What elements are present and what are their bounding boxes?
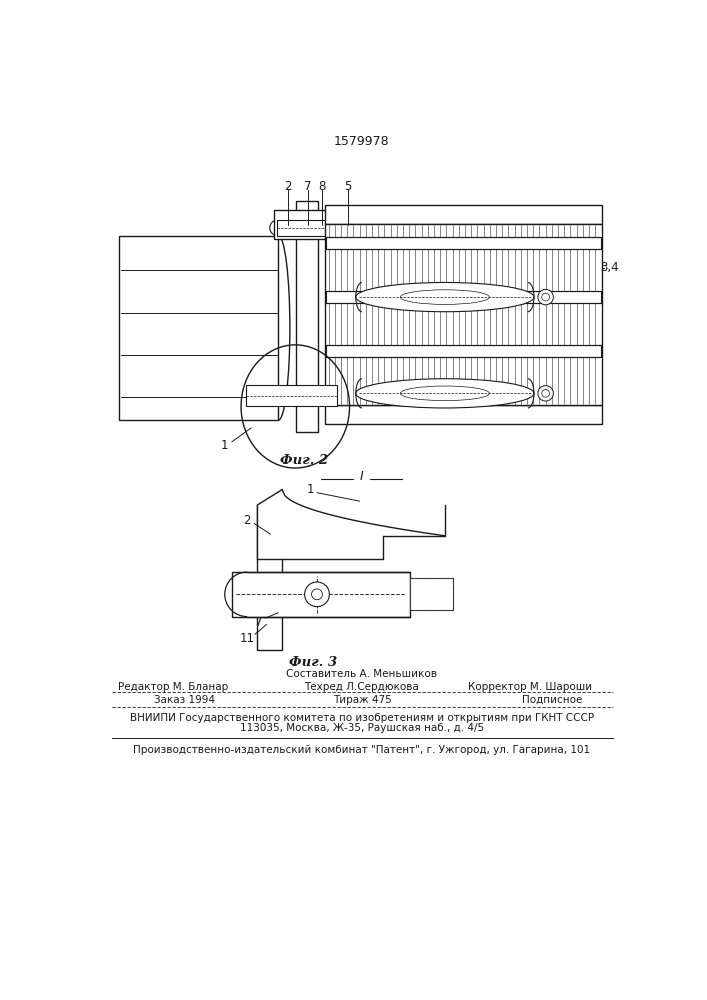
Text: 113035, Москва, Ж-35, Раушская наб., д. 4/5: 113035, Москва, Ж-35, Раушская наб., д. … [240, 723, 484, 733]
Bar [274, 210, 464, 239]
Bar [327, 237, 601, 249]
Text: Техред Л.Сердюкова: Техред Л.Сердюкова [305, 682, 419, 692]
Bar [325, 405, 602, 424]
Bar [246, 385, 337, 406]
Bar [296, 201, 317, 432]
Text: Фиг. 3: Фиг. 3 [289, 656, 337, 669]
Bar [410, 578, 452, 610]
Text: 3,4: 3,4 [600, 261, 619, 274]
Circle shape [305, 582, 329, 607]
Text: 2: 2 [243, 514, 251, 527]
Text: Редактор М. Бланар: Редактор М. Бланар [119, 682, 229, 692]
Text: ВНИИПИ Государственного комитета по изобретениям и открытиям при ГКНТ СССР: ВНИИПИ Государственного комитета по изоб… [130, 713, 594, 723]
Circle shape [538, 386, 554, 401]
Text: Корректор М. Шароши: Корректор М. Шароши [468, 682, 592, 692]
Circle shape [312, 589, 322, 600]
Text: 8: 8 [319, 180, 326, 193]
Bar [327, 345, 601, 357]
Text: Фиг. 2: Фиг. 2 [280, 454, 328, 467]
Bar [277, 220, 367, 235]
Circle shape [542, 293, 549, 301]
Text: 2: 2 [285, 180, 292, 193]
Ellipse shape [356, 379, 534, 408]
Bar [410, 578, 452, 610]
Text: 7: 7 [255, 616, 262, 629]
Circle shape [538, 289, 554, 305]
Text: 5: 5 [344, 180, 351, 193]
Bar [325, 205, 602, 224]
Polygon shape [257, 490, 445, 559]
Text: 11: 11 [240, 632, 255, 645]
Text: 1579978: 1579978 [334, 135, 390, 148]
Text: Производственно-издательский комбинат "Патент", г. Ужгород, ул. Гагарина, 101: Производственно-издательский комбинат "П… [134, 745, 590, 755]
Text: 1: 1 [221, 439, 228, 452]
Circle shape [542, 389, 549, 397]
Text: I: I [360, 470, 364, 483]
Ellipse shape [356, 282, 534, 312]
Ellipse shape [400, 386, 489, 401]
Ellipse shape [400, 290, 489, 304]
Bar [257, 505, 282, 650]
Text: Составитель А. Меньшиков: Составитель А. Меньшиков [286, 669, 438, 679]
Text: Подписное: Подписное [522, 695, 583, 705]
Text: 1: 1 [307, 483, 315, 496]
Bar [325, 224, 602, 405]
Text: Заказ 1994: Заказ 1994 [154, 695, 215, 705]
Text: Тираж 475: Тираж 475 [332, 695, 392, 705]
Bar [232, 572, 410, 617]
Text: 7: 7 [304, 180, 312, 193]
Bar [119, 235, 279, 420]
Bar [327, 291, 601, 303]
